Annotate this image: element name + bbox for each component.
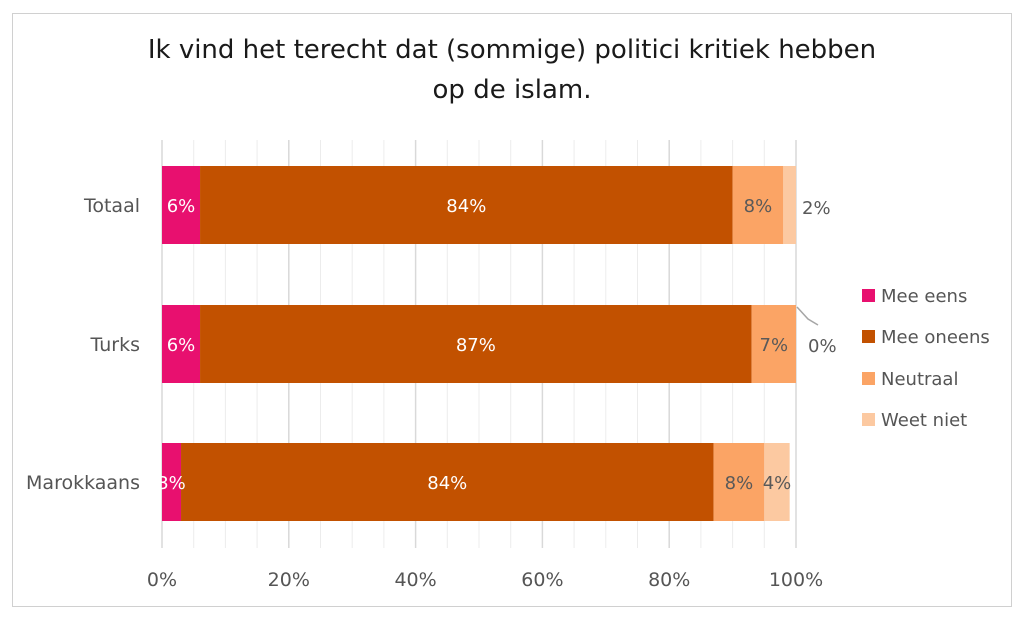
data-label: 84% (446, 196, 486, 217)
data-label: 0% (808, 336, 837, 357)
category-label: Marokkaans (26, 472, 140, 494)
chart-title-line-1: Ik vind het terecht dat (sommige) politi… (148, 35, 876, 65)
data-label: 3% (157, 473, 186, 494)
chart-title-line-2: op de islam. (433, 75, 592, 105)
bar-segment (783, 166, 796, 244)
bars (162, 166, 796, 521)
bar-segment (732, 166, 784, 244)
data-label: 84% (427, 473, 467, 494)
data-label: 6% (167, 196, 196, 217)
bar-segment (713, 443, 765, 521)
legend-swatch (862, 289, 875, 302)
bar-segment (162, 443, 182, 521)
data-label: 8% (744, 196, 773, 217)
x-tick-label: 40% (394, 569, 436, 591)
bar-segment (181, 443, 714, 521)
legend: Mee eens Mee oneens Neutraal Weet niet (862, 286, 990, 431)
data-label: 7% (760, 335, 789, 356)
legend-label: Mee oneens (881, 327, 990, 348)
data-label: 87% (456, 335, 496, 356)
bar-segment (162, 305, 201, 383)
bar-segment (200, 166, 733, 244)
category-label: Totaal (83, 195, 140, 217)
leader-line (796, 306, 819, 326)
category-label: Turks (90, 334, 140, 356)
x-tick-label: 100% (769, 569, 823, 591)
bar-segment (751, 305, 796, 383)
legend-swatch (862, 330, 875, 343)
data-label: 2% (802, 198, 831, 219)
x-tick-label: 20% (268, 569, 310, 591)
legend-label: Neutraal (881, 369, 958, 390)
legend-label: Mee eens (881, 286, 967, 307)
legend-label: Weet niet (881, 410, 967, 431)
legend-swatch (862, 413, 875, 426)
legend-swatch (862, 372, 875, 385)
bar-segment (764, 443, 790, 521)
data-label: 6% (167, 335, 196, 356)
x-tick-label: 60% (521, 569, 563, 591)
x-tick-label: 80% (648, 569, 690, 591)
x-tick-label: 0% (147, 569, 177, 591)
data-label: 8% (725, 473, 754, 494)
data-label: 4% (763, 473, 792, 494)
bar-segment (200, 305, 752, 383)
labels: Totaal 6% 84% 8% 2% Turks 6% 87% 7% 0% Marokkaans 3… (26, 195, 837, 494)
bar-segment (162, 166, 201, 244)
